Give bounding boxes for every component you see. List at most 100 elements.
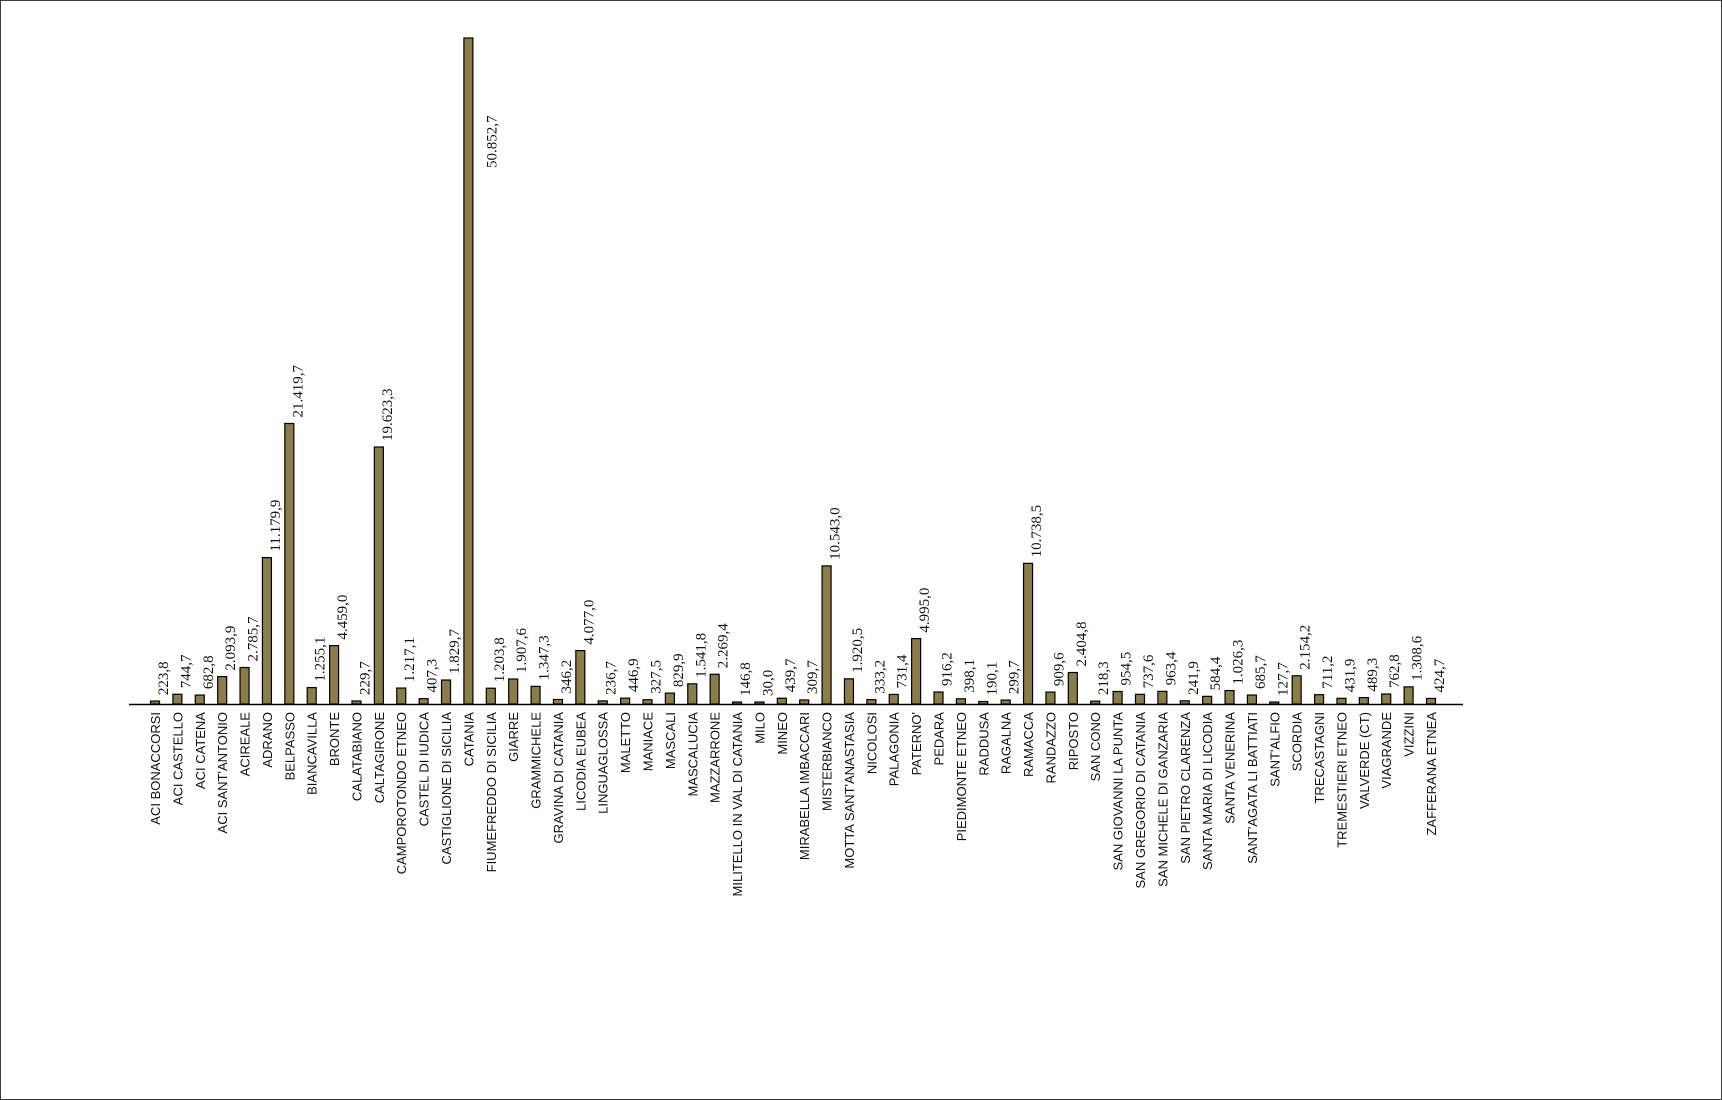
bar xyxy=(1269,701,1280,705)
value-label: 909,6 xyxy=(1051,652,1067,686)
value-label: 584,4 xyxy=(1208,656,1224,690)
value-label: 11.179,9 xyxy=(268,500,284,552)
value-label: 1.829,7 xyxy=(447,629,463,675)
category-label: FIUMEFREDDO DI SICILIA xyxy=(484,712,499,873)
category-label: MINEO xyxy=(775,712,790,755)
bar xyxy=(1157,690,1168,705)
bar xyxy=(418,698,429,705)
bar xyxy=(351,700,362,705)
value-label: 190,1 xyxy=(984,662,1000,696)
bar xyxy=(1202,695,1213,705)
value-label: 1.255,1 xyxy=(313,637,329,682)
value-label: 489,3 xyxy=(1365,658,1381,692)
value-label: 218,3 xyxy=(1096,661,1112,695)
value-label: 1.541,8 xyxy=(693,633,709,678)
value-label: 2.785,7 xyxy=(246,616,262,662)
value-label: 446,9 xyxy=(626,658,642,692)
category-label: RAGALNA xyxy=(999,712,1014,774)
category-label: MALETTO xyxy=(618,712,633,773)
bar xyxy=(508,678,519,705)
value-label: 682,8 xyxy=(201,655,217,689)
bar xyxy=(440,679,452,705)
bar xyxy=(620,697,631,705)
category-label: SANT'AGATA LI BATTIATI xyxy=(1245,712,1260,864)
value-label: 223,8 xyxy=(156,661,172,695)
bar xyxy=(1090,700,1101,705)
category-label: TRECASTAGNI xyxy=(1312,712,1327,804)
category-label: TREMESTIERI ETNEO xyxy=(1334,712,1349,848)
value-label: 10.738,5 xyxy=(1029,505,1045,558)
bar xyxy=(485,687,496,705)
bar xyxy=(754,701,765,705)
value-label: 1.308,6 xyxy=(1410,635,1426,681)
bar xyxy=(328,644,340,705)
value-label: 30,0 xyxy=(760,670,776,696)
category-label: MISTERBIANCO xyxy=(820,712,835,811)
bar xyxy=(284,422,295,705)
bar xyxy=(1313,694,1325,705)
category-label: MILITELLO IN VAL DI CATANIA xyxy=(730,712,745,897)
value-label: 1.907,6 xyxy=(514,628,530,674)
bar xyxy=(1000,699,1011,705)
value-label: 711,2 xyxy=(1320,655,1336,688)
bar xyxy=(888,693,899,705)
category-label: MASCALUCIA xyxy=(685,712,700,797)
value-label: 1.203,8 xyxy=(492,637,508,682)
category-label: ACI SANT'ANTONIO xyxy=(215,712,230,833)
category-label: SAN GREGORIO DI CATANIA xyxy=(1133,712,1148,889)
bar xyxy=(664,692,675,705)
bar xyxy=(217,675,228,705)
category-label: BRONTE xyxy=(327,712,342,767)
category-label: ZAFFERANA ETNEA xyxy=(1424,712,1439,836)
bar xyxy=(687,683,698,705)
value-label: 2.093,9 xyxy=(223,626,239,671)
category-label: SANTA VENERINA xyxy=(1223,712,1238,824)
bar xyxy=(373,446,384,705)
value-label: 333,2 xyxy=(872,660,888,694)
category-label: ACI BONACCORSI xyxy=(148,712,163,825)
bar xyxy=(1067,671,1078,705)
value-label: 685,7 xyxy=(1253,655,1269,689)
bar xyxy=(1179,700,1190,705)
bar xyxy=(149,700,161,705)
value-label: 439,7 xyxy=(783,658,799,692)
value-label: 50.852,7 xyxy=(484,115,500,168)
category-label: MIRABELLA IMBACCARI xyxy=(797,712,812,860)
bar xyxy=(866,699,877,705)
category-label: GRAMMICHELE xyxy=(529,712,544,809)
bar xyxy=(1045,691,1056,705)
bar xyxy=(239,666,250,705)
bar xyxy=(1358,696,1369,705)
category-label: ACI CASTELLO xyxy=(170,712,185,805)
category-label: RADDUSA xyxy=(976,712,991,776)
value-label: 241,9 xyxy=(1186,661,1202,695)
value-label: 1.347,3 xyxy=(537,635,553,680)
category-label: PATERNO' xyxy=(909,712,924,775)
bar xyxy=(776,697,787,705)
bar xyxy=(552,698,564,705)
value-label: 2.154,2 xyxy=(1298,625,1314,670)
bar xyxy=(261,556,273,705)
category-label: PIEDIMONTE ETNEO xyxy=(954,712,969,841)
value-label: 4.995,0 xyxy=(917,588,933,633)
bar xyxy=(194,694,205,705)
bar xyxy=(1246,694,1258,705)
category-label: VALVERDE (CT) xyxy=(1357,712,1372,809)
value-label: 1.217,1 xyxy=(402,637,418,682)
bar xyxy=(955,698,966,705)
bar xyxy=(731,701,743,705)
value-label: 4.459,0 xyxy=(335,595,351,640)
value-label: 346,2 xyxy=(559,660,575,694)
value-label: 229,7 xyxy=(357,661,373,695)
category-label: LINGUAGLOSSA xyxy=(596,712,611,814)
value-label: 236,7 xyxy=(604,661,620,695)
bar xyxy=(1112,690,1123,705)
category-label: NICOLOSI xyxy=(864,712,879,774)
value-label: 127,7 xyxy=(1275,662,1291,696)
bar xyxy=(1224,689,1235,705)
category-label: VIAGRANDE xyxy=(1379,712,1394,789)
bars-group xyxy=(149,37,1437,705)
bar xyxy=(978,700,989,705)
category-label: CALTAGIRONE xyxy=(372,712,387,804)
